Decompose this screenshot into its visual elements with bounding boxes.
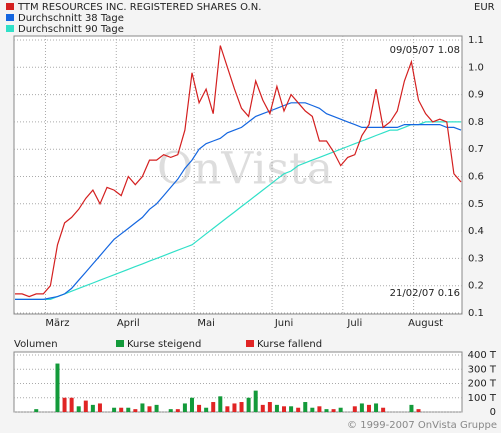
y-tick-label: 100 T (468, 393, 497, 404)
legend-label: Kurse fallend (257, 339, 322, 350)
volume-bar (416, 409, 421, 412)
volume-bar (366, 404, 371, 412)
y-tick-label: 0.1 (468, 308, 484, 319)
legend-swatch (6, 14, 14, 21)
legend-label: TTM RESOURCES INC. REGISTERED SHARES O.N… (17, 2, 261, 13)
volume-bar (282, 406, 287, 412)
legend-swatch (246, 340, 254, 347)
volume-plot-area (13, 351, 463, 413)
volume-bar (168, 409, 173, 412)
x-tick-label: Juni (274, 318, 293, 329)
volume-bar (310, 407, 315, 412)
y-tick-label: 0 (490, 407, 496, 418)
y-tick-label: 0.8 (468, 117, 484, 128)
y-tick-label: 0.7 (468, 144, 484, 155)
volume-bar (97, 403, 102, 412)
copyright: © 1999-2007 OnVista Gruppe (347, 420, 497, 431)
volume-bar (154, 404, 159, 412)
volume-bar (218, 396, 223, 412)
volume-bar (296, 407, 301, 412)
watermark: OnVista (157, 144, 333, 195)
y-tick-label: 0.3 (468, 253, 484, 264)
legend-swatch (116, 340, 124, 347)
legend-swatch (6, 3, 14, 10)
volume-bar (76, 406, 81, 412)
volume-bar (34, 409, 39, 412)
legend-label: Durchschnitt 90 Tage (18, 24, 124, 35)
y-tick-label: 0.5 (468, 199, 484, 210)
volume-bar (338, 407, 343, 412)
volume-bar (260, 404, 265, 412)
x-tick-label: April (117, 318, 140, 329)
volume-bar (133, 409, 138, 412)
volume-bar (303, 402, 308, 412)
y-tick-label: 0.2 (468, 281, 484, 292)
volume-bar (126, 407, 131, 412)
volume-bar (274, 404, 279, 412)
volume-bar (55, 363, 60, 412)
currency: EUR (474, 2, 495, 13)
y-tick-label: 0.9 (468, 90, 484, 101)
x-tick-label: August (408, 318, 443, 329)
legend-label: Durchschnitt 38 Tage (18, 13, 124, 24)
volume-bar (182, 403, 187, 412)
legend-swatch (6, 25, 14, 32)
annotation: 09/05/07 1.08 (390, 45, 460, 56)
volume-bar (331, 409, 336, 412)
price-plot-area (13, 35, 463, 315)
volume-bar (374, 403, 379, 412)
volume-bar (140, 403, 145, 412)
x-tick-label: Juli (346, 318, 362, 329)
x-tick-label: März (45, 318, 69, 329)
volume-title: Volumen (14, 339, 58, 350)
x-tick-label: Mai (197, 318, 215, 329)
volume-bar (225, 406, 230, 412)
volume-bar (381, 407, 386, 412)
volume-bar (62, 397, 67, 412)
volume-bar (317, 406, 322, 412)
y-tick-label: 200 T (468, 379, 497, 390)
series-line (15, 45, 462, 298)
volume-bar (119, 407, 124, 412)
volume-bar (246, 397, 251, 412)
y-tick-label: 300 T (468, 364, 497, 375)
volume-bar (83, 400, 88, 412)
volume-bar (112, 407, 117, 412)
volume-bar (189, 397, 194, 412)
volume-bar (352, 406, 357, 412)
volume-bar (204, 407, 209, 412)
volume-bar (232, 403, 237, 412)
series-line (15, 102, 462, 300)
volume-bar (267, 402, 272, 412)
y-tick-label: 1.0 (468, 62, 484, 73)
legend-label: Kurse steigend (127, 339, 201, 350)
y-tick-label: 400 T (468, 350, 497, 361)
volume-bar (324, 409, 329, 412)
annotation: 21/02/07 0.16 (390, 288, 460, 299)
volume-bar (90, 404, 95, 412)
series-line (15, 121, 461, 300)
volume-bar (409, 404, 414, 412)
y-tick-label: 0.4 (468, 226, 484, 237)
volume-bar (197, 404, 202, 412)
volume-bar (359, 403, 364, 412)
y-tick-label: 1.1 (468, 35, 484, 46)
volume-bar (175, 409, 180, 412)
volume-bar (69, 397, 74, 412)
volume-bar (253, 390, 258, 412)
volume-bar (289, 406, 294, 412)
volume-bar (239, 402, 244, 412)
y-tick-label: 0.6 (468, 172, 484, 183)
volume-bar (211, 402, 216, 412)
volume-bar (147, 406, 152, 412)
